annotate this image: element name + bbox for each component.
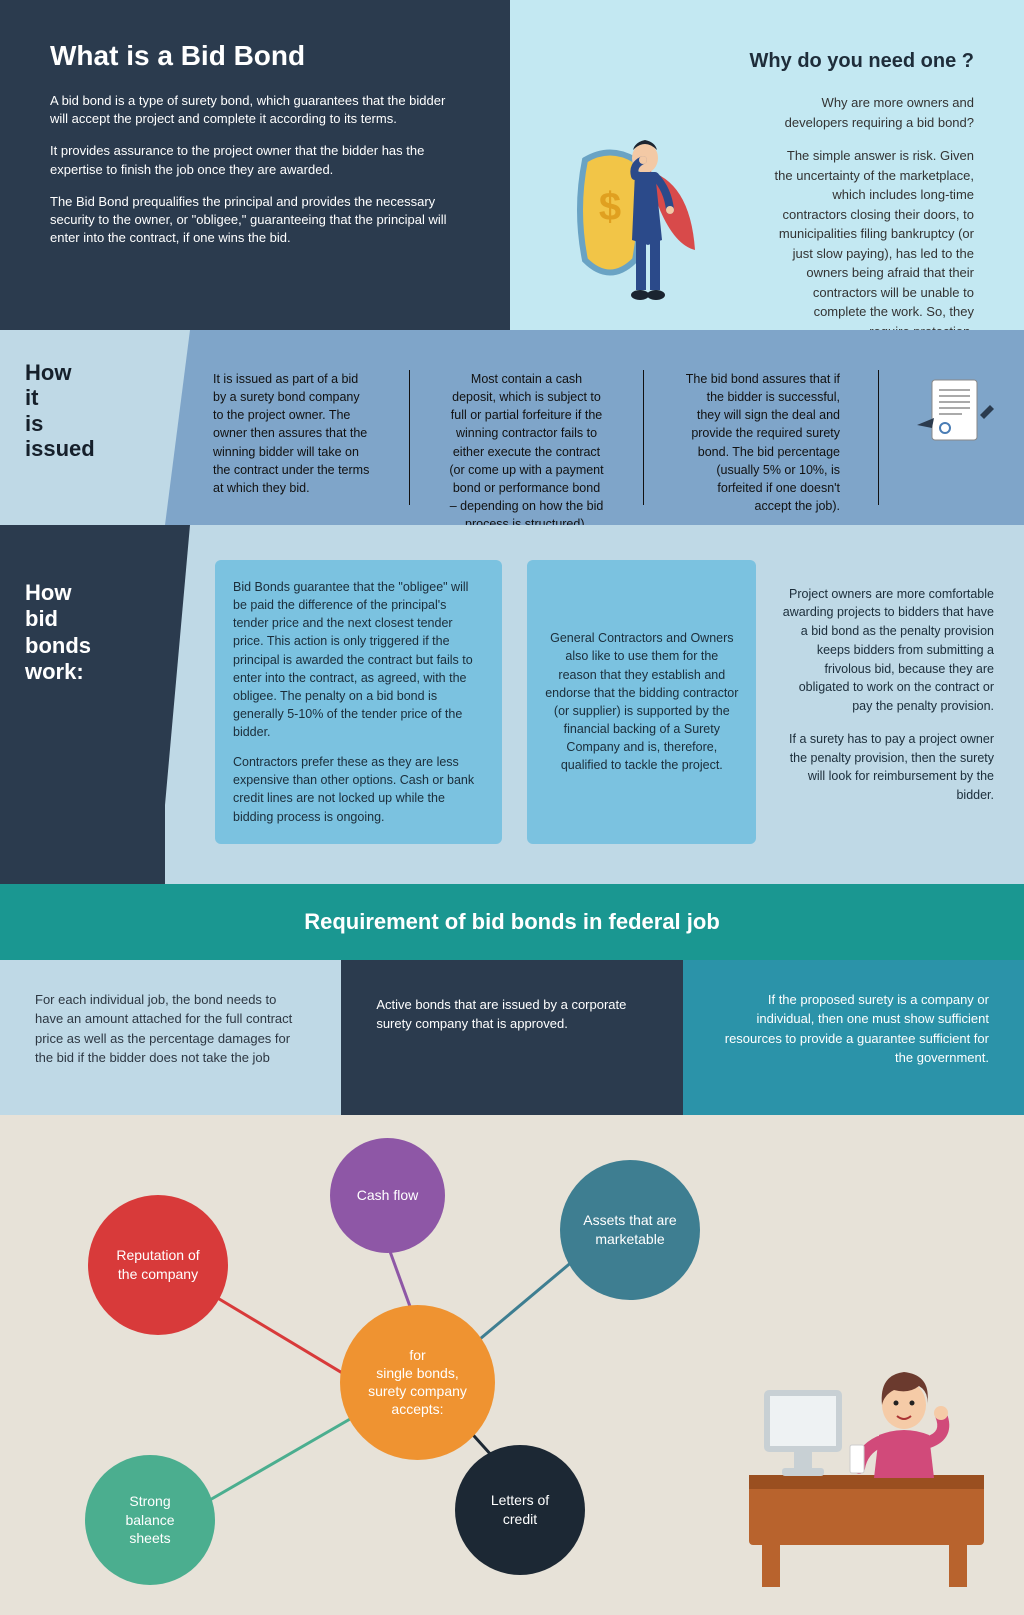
col: Active bonds that are issued by a corpor… — [341, 960, 682, 1115]
para: Bid Bonds guarantee that the "obligee" w… — [233, 578, 484, 741]
section-label: How bid bonds work: — [0, 525, 165, 884]
para: General Contractors and Owners also like… — [545, 629, 738, 774]
separator — [643, 370, 644, 505]
separator — [878, 370, 879, 505]
col: Most contain a cash deposit, which is su… — [440, 370, 614, 533]
federal-body: For each individual job, the bond needs … — [0, 960, 1024, 1115]
box: General Contractors and Owners also like… — [527, 560, 756, 844]
para: If a surety has to pay a project owner t… — [781, 730, 994, 805]
bubble-node: Assets that are marketable — [560, 1160, 700, 1300]
section-what-is: What is a Bid Bond A bid bond is a type … — [0, 0, 1024, 330]
section-how-work: How bid bonds work: Bid Bonds guarantee … — [0, 525, 1024, 884]
columns: It is issued as part of a bid by a suret… — [165, 330, 1024, 525]
subtitle: Why do you need one ? — [620, 50, 974, 73]
para: Why are more owners and developers requi… — [770, 93, 974, 132]
para: A bid bond is a type of surety bond, whi… — [50, 92, 450, 128]
bubble-node: Letters of credit — [455, 1445, 585, 1575]
bubble-node: Cash flow — [330, 1138, 445, 1253]
connector-line — [201, 1415, 354, 1505]
para: The Bid Bond prequalifies the principal … — [50, 193, 450, 248]
para: Project owners are more comfortable awar… — [781, 585, 994, 716]
label-text: How it is issued — [25, 360, 165, 461]
label-text: How bid bonds work: — [25, 580, 165, 686]
col: It is issued as part of a bid by a suret… — [205, 370, 379, 497]
person-at-desk-icon — [734, 1350, 994, 1590]
section-bubbles: for single bonds, surety company accepts… — [0, 1115, 1024, 1615]
box: Bid Bonds guarantee that the "obligee" w… — [215, 560, 502, 844]
col: Project owners are more comfortable awar… — [781, 560, 994, 844]
para: It provides assurance to the project own… — [50, 142, 450, 178]
left-panel: What is a Bid Bond A bid bond is a type … — [0, 0, 510, 330]
col: The bid bond assures that if the bidder … — [674, 370, 848, 515]
connector-line — [476, 1256, 578, 1342]
section-label: How it is issued — [0, 330, 165, 525]
bubble-node: Strong balance sheets — [85, 1455, 215, 1585]
para: The simple answer is risk. Given the unc… — [770, 146, 974, 341]
para: Contractors prefer these as they are les… — [233, 753, 484, 826]
separator — [409, 370, 410, 505]
col: If the proposed surety is a company or i… — [683, 960, 1024, 1115]
columns: Bid Bonds guarantee that the "obligee" w… — [165, 560, 994, 844]
right-panel: Why do you need one ? Why are more owner… — [510, 0, 1024, 330]
federal-header: Requirement of bid bonds in federal job — [0, 884, 1024, 960]
title: What is a Bid Bond — [50, 40, 450, 72]
connector-line — [214, 1295, 348, 1377]
svg-text:$: $ — [599, 185, 621, 229]
bubble-node: Reputation of the company — [88, 1195, 228, 1335]
document-signing-icon — [909, 370, 1004, 460]
center-bubble: for single bonds, surety company accepts… — [340, 1305, 495, 1460]
superhero-icon: $ — [560, 110, 710, 310]
section-how-issued: How it is issued It is issued as part of… — [0, 330, 1024, 525]
col: For each individual job, the bond needs … — [0, 960, 341, 1115]
